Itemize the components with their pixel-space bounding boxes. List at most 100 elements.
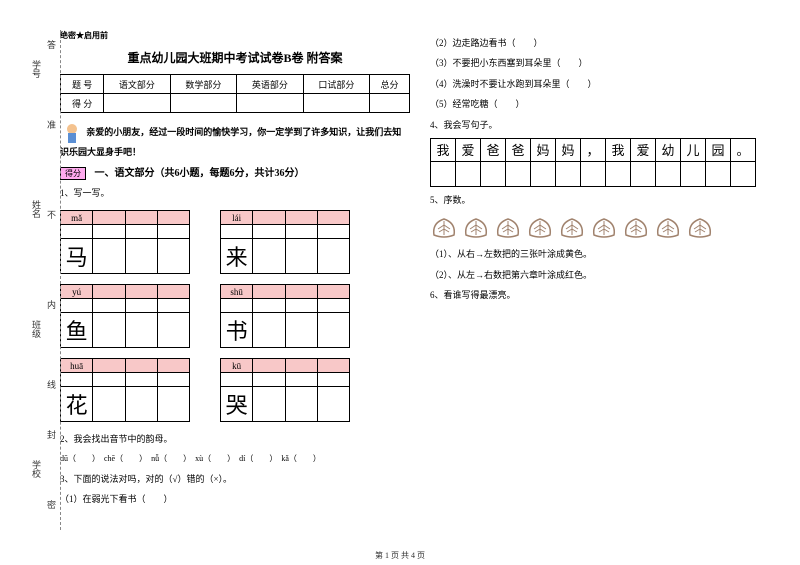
write-cell[interactable] bbox=[317, 313, 349, 348]
write-cell[interactable] bbox=[456, 161, 481, 186]
leaf-icon bbox=[558, 215, 586, 239]
q5-sub2: （2）、从左→右数把第六章叶涂成红色。 bbox=[430, 268, 780, 282]
q3-label: 3、下面的说法对吗，对的（√）错的（×）。 bbox=[60, 472, 410, 486]
write-cell[interactable] bbox=[157, 239, 189, 274]
score-cell[interactable] bbox=[104, 94, 170, 113]
write-cell[interactable] bbox=[556, 161, 581, 186]
section1-title: 一、语文部分（共6小题，每题6分，共计36分） bbox=[95, 168, 305, 179]
sentence-char: 。 bbox=[731, 138, 756, 161]
q5-label: 5、序数。 bbox=[430, 193, 780, 207]
write-cell[interactable] bbox=[581, 161, 606, 186]
write-cell[interactable] bbox=[706, 161, 731, 186]
writing-container: mǎ 马 lái 来 yú 鱼 shū 书 huā 花 kū 哭 bbox=[60, 210, 410, 422]
sidebar-xuexiao: 学校 bbox=[30, 460, 43, 478]
sidebar-hint-mi: 密 bbox=[45, 500, 58, 509]
sidebar-xuehao: 学号 bbox=[30, 60, 43, 78]
exam-title: 重点幼儿园大班期中考试试卷B卷 附答案 bbox=[60, 49, 410, 66]
leaf-icon bbox=[526, 215, 554, 239]
sentence-chars-row: 我爱爸爸妈妈，我爱幼儿园。 bbox=[431, 138, 756, 161]
score-cell[interactable] bbox=[370, 94, 410, 113]
q4-label: 4、我会写句子。 bbox=[430, 118, 780, 132]
right-column: （2）边走路边看书（ ） （3）不要把小东西塞到耳朵里（ ） （4）洗澡时不要让… bbox=[430, 30, 780, 540]
header-cell: 总分 bbox=[370, 75, 410, 94]
write-cell[interactable] bbox=[631, 161, 656, 186]
child-icon bbox=[60, 121, 84, 145]
write-cell[interactable] bbox=[317, 387, 349, 422]
write-cell[interactable] bbox=[125, 387, 157, 422]
leaves-row bbox=[430, 215, 780, 239]
secret-label: 绝密★启用前 bbox=[60, 30, 410, 41]
sidebar-hint-bu: 不 bbox=[45, 210, 58, 219]
writing-box: shū 书 bbox=[220, 284, 350, 348]
binding-sidebar: 学号 答 准 姓名 不 内 班级 线 封 学校 密 bbox=[30, 30, 61, 530]
intro-text: 亲爱的小朋友，经过一段时间的愉快学习，你一定学到了许多知识，让我们去知识乐园大显… bbox=[60, 121, 410, 158]
q3-item-0: （1）在弱光下看书（ ） bbox=[60, 492, 410, 506]
score-label-cell: 得 分 bbox=[61, 94, 104, 113]
sentence-char: 妈 bbox=[531, 138, 556, 161]
write-cell[interactable] bbox=[431, 161, 456, 186]
write-cell[interactable] bbox=[157, 313, 189, 348]
page-footer: 第 1 页 共 4 页 bbox=[0, 550, 800, 561]
write-cell[interactable] bbox=[731, 161, 756, 186]
write-cell[interactable] bbox=[285, 313, 317, 348]
q1-label: 1、写一写。 bbox=[60, 186, 410, 200]
q6-label: 6、看谁写得最漂亮。 bbox=[430, 288, 780, 302]
score-badge: 得分 bbox=[60, 167, 86, 180]
write-cell[interactable] bbox=[531, 161, 556, 186]
write-cell[interactable] bbox=[285, 239, 317, 274]
q3-item-2: （3）不要把小东西塞到耳朵里（ ） bbox=[430, 56, 780, 70]
left-column: 绝密★启用前 重点幼儿园大班期中考试试卷B卷 附答案 题 号 语文部分 数学部分… bbox=[60, 30, 410, 540]
sidebar-hint-da: 答 bbox=[45, 40, 58, 49]
sidebar-hint-nei: 内 bbox=[45, 300, 58, 309]
write-cell[interactable] bbox=[125, 313, 157, 348]
score-cell[interactable] bbox=[237, 94, 303, 113]
q2-items: dū（ ） chē（ ） nǚ（ ） xù（ ） dí（ ） kǎ（ ） bbox=[60, 453, 410, 466]
score-cell[interactable] bbox=[303, 94, 369, 113]
write-cell[interactable] bbox=[656, 161, 681, 186]
leaf-icon bbox=[590, 215, 618, 239]
sidebar-hint-zhun: 准 bbox=[45, 120, 58, 129]
write-cell[interactable] bbox=[681, 161, 706, 186]
leaf-icon bbox=[494, 215, 522, 239]
q3-item-3: （4）洗澡时不要让水跑到耳朵里（ ） bbox=[430, 77, 780, 91]
q3-item-4: （5）经常吃糖（ ） bbox=[430, 97, 780, 111]
sentence-char: 爱 bbox=[631, 138, 656, 161]
leaf-icon bbox=[430, 215, 458, 239]
write-cell[interactable] bbox=[125, 239, 157, 274]
write-cell[interactable] bbox=[481, 161, 506, 186]
write-cell[interactable] bbox=[253, 387, 285, 422]
sentence-char: 园 bbox=[706, 138, 731, 161]
q3-item-1: （2）边走路边看书（ ） bbox=[430, 36, 780, 50]
write-cell[interactable] bbox=[253, 313, 285, 348]
leaf-icon bbox=[686, 215, 714, 239]
sentence-char: 幼 bbox=[656, 138, 681, 161]
write-cell[interactable] bbox=[253, 239, 285, 274]
write-cell[interactable] bbox=[93, 313, 125, 348]
score-cell[interactable] bbox=[170, 94, 236, 113]
sentence-char: 儿 bbox=[681, 138, 706, 161]
q2-label: 2、我会找出音节中的韵母。 bbox=[60, 432, 410, 446]
write-cell[interactable] bbox=[606, 161, 631, 186]
sentence-empty-row[interactable] bbox=[431, 161, 756, 186]
write-cell[interactable] bbox=[285, 387, 317, 422]
write-cell[interactable] bbox=[93, 239, 125, 274]
write-cell[interactable] bbox=[157, 387, 189, 422]
writing-box: huā 花 bbox=[60, 358, 190, 422]
writing-box: mǎ 马 bbox=[60, 210, 190, 274]
write-cell[interactable] bbox=[317, 239, 349, 274]
writing-box: yú 鱼 bbox=[60, 284, 190, 348]
sentence-char: 爸 bbox=[481, 138, 506, 161]
sidebar-hint-xian: 线 bbox=[45, 380, 58, 389]
leaf-icon bbox=[654, 215, 682, 239]
writing-box: kū 哭 bbox=[220, 358, 350, 422]
q5-sub1: （1）、从右→左数把的三张叶涂成黄色。 bbox=[430, 247, 780, 261]
header-cell: 题 号 bbox=[61, 75, 104, 94]
write-cell[interactable] bbox=[93, 387, 125, 422]
score-header-row: 题 号 语文部分 数学部分 英语部分 口试部分 总分 bbox=[61, 75, 410, 94]
write-cell[interactable] bbox=[506, 161, 531, 186]
score-table: 题 号 语文部分 数学部分 英语部分 口试部分 总分 得 分 bbox=[60, 74, 410, 113]
sidebar-banji: 班级 bbox=[30, 320, 43, 338]
intro-content: 亲爱的小朋友，经过一段时间的愉快学习，你一定学到了许多知识，让我们去知识乐园大显… bbox=[60, 127, 401, 157]
sentence-char: 我 bbox=[431, 138, 456, 161]
header-cell: 数学部分 bbox=[170, 75, 236, 94]
